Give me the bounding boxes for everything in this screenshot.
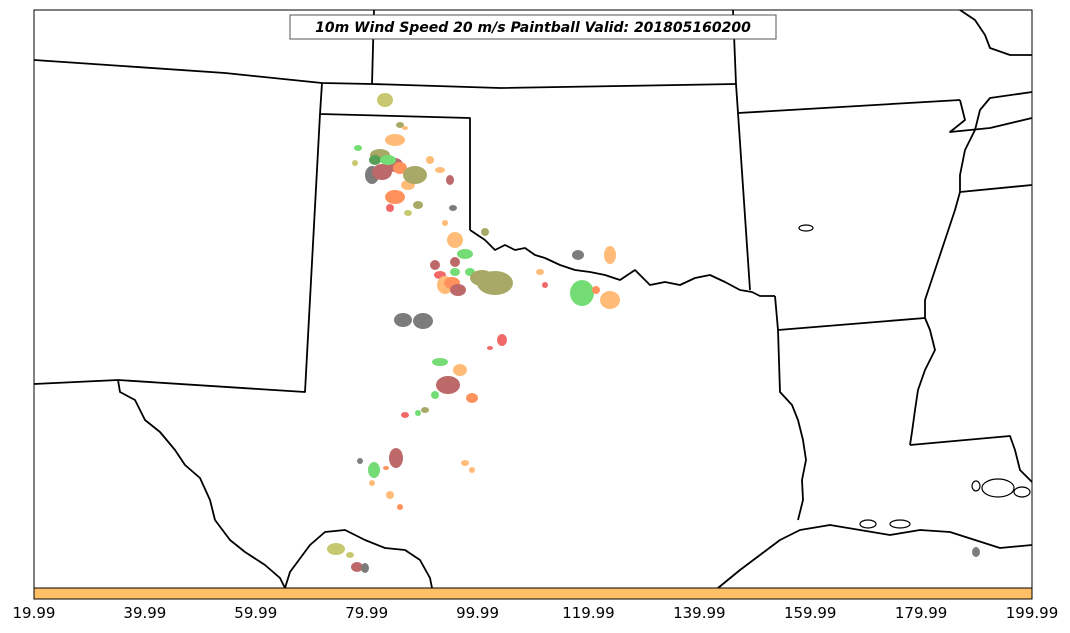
- wind-speed-paintball: [404, 210, 412, 216]
- wind-speed-paintball: [432, 358, 448, 366]
- wind-speed-paintball: [457, 249, 473, 259]
- colorbar-tick-label: 179.99: [895, 604, 948, 622]
- wind-speed-paintball: [542, 282, 548, 288]
- wind-speed-paintball: [396, 122, 404, 128]
- wind-speed-paintball: [435, 167, 445, 173]
- wind-speed-paintball: [972, 547, 980, 557]
- colorbar-tick-label: 99.99: [456, 604, 499, 622]
- wind-speed-paintball: [383, 466, 389, 470]
- wind-speed-paintball: [369, 155, 381, 165]
- wind-speed-paintball: [450, 284, 466, 296]
- wind-speed-paintball: [327, 543, 345, 555]
- colorbar: [33, 587, 1033, 600]
- colorbar-tick-label: 19.99: [13, 604, 56, 622]
- wind-speed-paintball: [352, 160, 358, 166]
- wind-speed-paintball: [453, 364, 467, 376]
- colorbar-tick-label: 139.99: [673, 604, 726, 622]
- wind-speed-paintball: [380, 155, 396, 165]
- wind-speed-paintball: [369, 480, 375, 486]
- wind-speed-paintball: [377, 93, 393, 107]
- wind-speed-paintball: [604, 246, 616, 264]
- title-box: 10m Wind Speed 20 m/s Paintball Valid: 2…: [289, 14, 777, 40]
- wind-speed-paintball: [361, 563, 369, 573]
- wind-speed-paintball: [470, 270, 494, 286]
- wind-speed-paintball: [431, 391, 439, 399]
- wind-speed-paintball: [447, 232, 463, 248]
- wind-speed-paintball: [385, 134, 405, 146]
- wind-speed-paintball: [351, 562, 363, 572]
- map-title: 10m Wind Speed 20 m/s Paintball Valid: 2…: [315, 20, 751, 36]
- wind-speed-paintball: [389, 448, 403, 468]
- wind-speed-paintball: [469, 467, 475, 473]
- wind-speed-paintball: [450, 257, 460, 267]
- wind-speed-paintball: [401, 412, 409, 418]
- wind-speed-paintball: [403, 166, 427, 184]
- wind-speed-paintball: [415, 410, 421, 416]
- map-frame: [33, 9, 1033, 589]
- wind-speed-paintball: [450, 268, 460, 276]
- wind-speed-paintball: [600, 291, 620, 309]
- colorbar-tick-label: 159.99: [784, 604, 837, 622]
- wind-speed-paintball: [421, 407, 429, 413]
- wind-speed-paintball: [402, 126, 408, 130]
- wind-speed-paintball: [466, 393, 478, 403]
- colorbar-tick-label: 59.99: [234, 604, 277, 622]
- wind-speed-paintball: [394, 313, 412, 327]
- wind-speed-paintball: [354, 145, 362, 151]
- wind-speed-paintball: [397, 504, 403, 510]
- coastal-lakes: [798, 224, 1031, 529]
- wind-speed-paintball: [592, 286, 600, 294]
- wind-speed-paintball: [346, 552, 354, 558]
- wind-speed-paintball: [442, 220, 448, 226]
- wind-speed-paintball: [393, 162, 407, 174]
- wind-speed-paintball: [461, 460, 469, 466]
- wind-speed-paintball: [497, 334, 507, 346]
- wind-speed-paintball: [536, 269, 544, 275]
- colorbar-tick-label: 199.99: [1006, 604, 1059, 622]
- wind-speed-paintball: [357, 458, 363, 464]
- wind-speed-paintball: [487, 346, 493, 350]
- wind-speed-paintball: [446, 175, 454, 185]
- colorbar-tick-label: 119.99: [562, 604, 615, 622]
- wind-speed-paintball: [570, 280, 594, 306]
- wind-speed-paintball: [572, 250, 584, 260]
- wind-speed-paintball: [385, 190, 405, 204]
- wind-speed-paintball: [436, 376, 460, 394]
- wind-speed-paintball: [481, 228, 489, 236]
- wind-speed-paintball: [426, 156, 434, 164]
- paintball-blobs: [327, 93, 980, 573]
- wind-speed-paintball: [386, 491, 394, 499]
- wind-speed-paintball: [449, 205, 457, 211]
- wind-speed-paintball: [413, 313, 433, 329]
- wind-speed-paintball: [430, 260, 440, 270]
- wind-speed-paintball: [372, 164, 392, 180]
- wind-speed-paintball: [368, 462, 380, 478]
- colorbar-ticks: 19.99 39.99 59.99 79.99 99.99 119.99 139.99 159…: [13, 604, 1059, 622]
- wind-speed-paintball: [386, 204, 394, 212]
- colorbar-tick-label: 39.99: [123, 604, 166, 622]
- colorbar-tick-label: 79.99: [345, 604, 388, 622]
- wind-speed-paintball: [413, 201, 423, 209]
- state-boundaries: [33, 9, 1033, 589]
